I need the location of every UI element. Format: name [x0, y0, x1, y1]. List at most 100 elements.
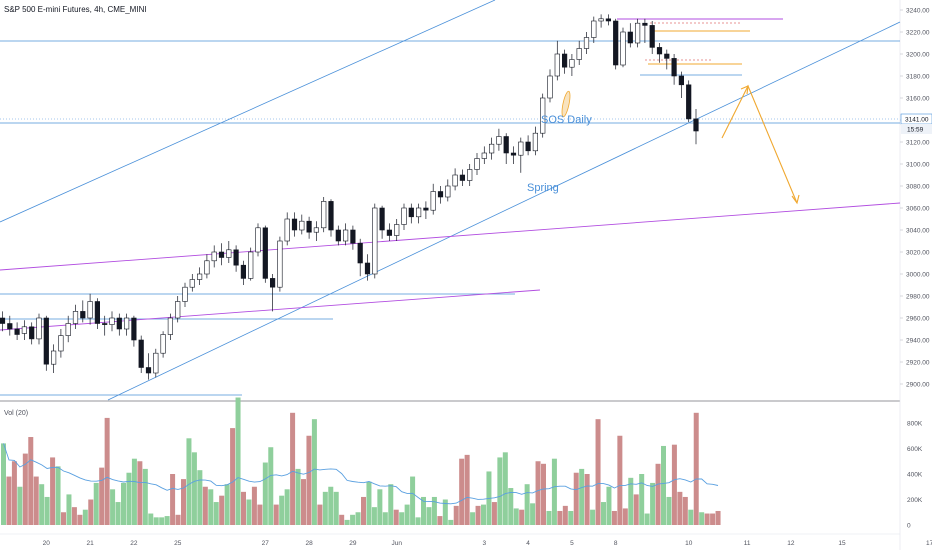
candle[interactable]	[328, 199, 334, 237]
candle[interactable]	[138, 335, 144, 373]
candle[interactable]	[167, 313, 174, 340]
candle[interactable]	[102, 315, 108, 336]
candle[interactable]	[21, 320, 28, 340]
candle[interactable]	[430, 183, 436, 215]
candle[interactable]	[124, 313, 130, 336]
candle[interactable]	[291, 212, 298, 237]
candle[interactable]	[481, 146, 487, 164]
candle[interactable]	[561, 49, 568, 74]
candle[interactable]	[153, 348, 159, 378]
volume-axis[interactable]: 0 200K 400K 600K 800K	[907, 420, 923, 529]
channel-lower-trendline[interactable]	[107, 21, 901, 401]
candle[interactable]	[488, 137, 495, 160]
candle[interactable]	[459, 169, 466, 187]
candle[interactable]	[36, 313, 42, 345]
candle[interactable]	[394, 219, 400, 241]
candle[interactable]	[496, 128, 502, 151]
candle[interactable]	[131, 315, 137, 347]
candle[interactable]	[642, 18, 648, 43]
candle[interactable]	[386, 223, 393, 241]
candle[interactable]	[525, 135, 531, 156]
candle[interactable]	[218, 243, 225, 266]
candle[interactable]	[65, 315, 71, 343]
candle[interactable]	[540, 93, 546, 138]
candle[interactable]	[408, 203, 414, 224]
candle[interactable]	[94, 298, 100, 329]
candle[interactable]	[503, 133, 509, 164]
channel-upper-trendline[interactable]	[0, 0, 496, 223]
candle[interactable]	[342, 223, 349, 246]
candle[interactable]	[145, 353, 152, 380]
candle[interactable]	[226, 241, 232, 263]
candle[interactable]	[547, 69, 553, 103]
candle[interactable]	[532, 126, 538, 156]
candle[interactable]	[350, 225, 356, 250]
candle[interactable]	[613, 18, 619, 70]
candle[interactable]	[474, 153, 480, 175]
candle[interactable]	[240, 260, 247, 285]
candle[interactable]	[160, 331, 166, 358]
candle[interactable]	[518, 137, 524, 173]
purple-trendline-upper[interactable]	[0, 202, 901, 271]
candle[interactable]	[415, 203, 422, 224]
candle[interactable]	[14, 322, 20, 340]
candle[interactable]	[116, 313, 122, 336]
candle[interactable]	[80, 300, 86, 323]
candle[interactable]	[109, 311, 115, 332]
candle[interactable]	[467, 164, 473, 186]
candle[interactable]	[233, 245, 239, 272]
candle[interactable]	[372, 203, 378, 279]
candle[interactable]	[0, 311, 6, 332]
candle[interactable]	[43, 315, 49, 371]
candle[interactable]	[87, 293, 93, 325]
candle[interactable]	[335, 225, 341, 246]
candle[interactable]	[306, 216, 312, 239]
candle[interactable]	[50, 344, 57, 373]
candle[interactable]	[634, 18, 641, 48]
candle[interactable]	[445, 179, 451, 202]
candle[interactable]	[693, 109, 699, 145]
candle[interactable]	[671, 54, 677, 85]
candle[interactable]	[437, 186, 444, 204]
candle[interactable]	[299, 214, 305, 235]
candle[interactable]	[678, 71, 684, 98]
drawing-layer[interactable]	[0, 0, 901, 401]
candle[interactable]	[204, 254, 210, 279]
candle[interactable]	[29, 322, 35, 345]
candle[interactable]	[576, 40, 582, 65]
candle[interactable]	[7, 315, 13, 336]
candle[interactable]	[452, 168, 458, 191]
candle[interactable]	[554, 40, 560, 81]
candle[interactable]	[605, 14, 611, 26]
candle[interactable]	[423, 201, 429, 219]
candle[interactable]	[321, 197, 327, 233]
candle[interactable]	[284, 212, 290, 246]
candle[interactable]	[656, 43, 663, 63]
candle[interactable]	[175, 296, 181, 323]
candle[interactable]	[189, 274, 195, 292]
time-axis[interactable]: 20 21 22 25 27 28 29 Jun 3 4 5 8 10 11 12 15 17	[43, 540, 932, 547]
highlight-ellipse[interactable]	[560, 90, 571, 118]
candle[interactable]	[591, 16, 597, 43]
volume-indicator-label[interactable]: Vol (20)	[4, 410, 28, 417]
candle[interactable]	[583, 32, 590, 54]
candle[interactable]	[262, 225, 268, 283]
candle[interactable]	[649, 21, 655, 54]
candle[interactable]	[401, 203, 407, 230]
candle[interactable]	[255, 223, 261, 257]
price-axis[interactable]: 2900.00 2920.00 2940.00 2960.00 2980.00 3000.…	[900, 7, 930, 388]
annotation-sos-daily[interactable]: SOS Daily	[541, 114, 592, 126]
candle[interactable]	[357, 238, 363, 277]
candle[interactable]	[569, 54, 575, 76]
candle[interactable]	[211, 245, 217, 268]
candle[interactable]	[686, 80, 692, 123]
annotation-spring[interactable]: Spring	[527, 182, 559, 194]
candle[interactable]	[277, 236, 283, 292]
candle[interactable]	[510, 146, 517, 164]
candle[interactable]	[313, 221, 320, 241]
candle[interactable]	[182, 282, 188, 307]
candle[interactable]	[664, 49, 670, 70]
candle[interactable]	[620, 27, 626, 68]
candle[interactable]	[379, 205, 385, 239]
